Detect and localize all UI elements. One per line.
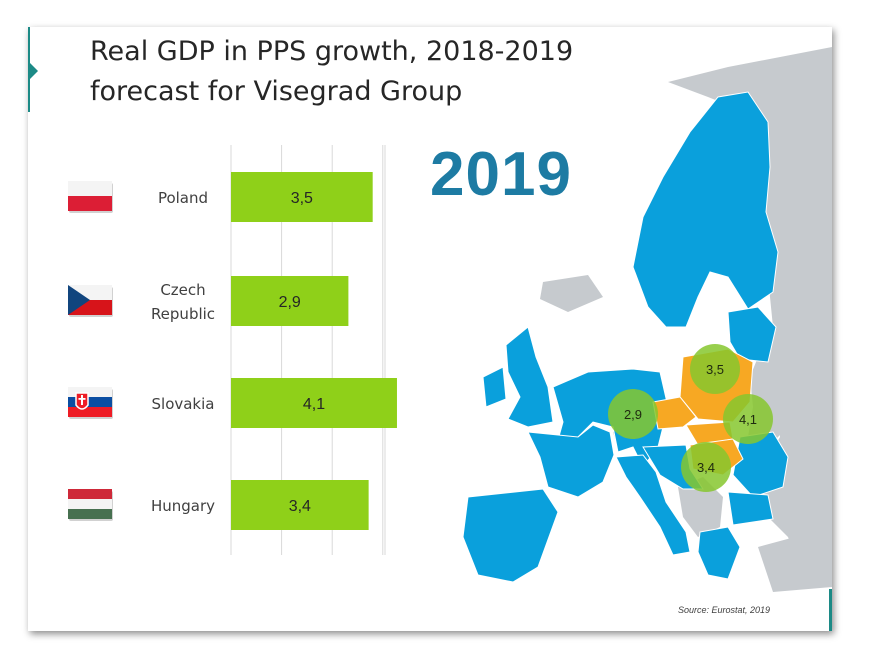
- chart-flags: [68, 181, 113, 521]
- source-note: Source: Eurostat, 2019: [678, 605, 771, 615]
- map-bubble: [681, 442, 731, 492]
- category-label: Poland: [158, 189, 208, 207]
- slide-title: Real GDP in PPS growth, 2018-2019 foreca…: [90, 32, 650, 112]
- land-czechia: [652, 396, 697, 430]
- land-uk: [505, 326, 554, 428]
- map-bubble-label: 3,5: [706, 362, 724, 377]
- bar-value-label: 2,9: [279, 294, 301, 311]
- land-romania: [732, 431, 789, 498]
- bar-value-label: 3,4: [289, 498, 311, 515]
- land-greece: [697, 526, 741, 580]
- land-france: [527, 424, 615, 498]
- slide: Real GDP in PPS growth, 2018-2019 foreca…: [28, 27, 832, 631]
- land-russia-east: [728, 47, 832, 587]
- land-italy: [615, 454, 691, 556]
- category-label: Hungary: [151, 497, 215, 515]
- category-label: Slovakia: [152, 395, 215, 413]
- chart-bars: [231, 172, 397, 530]
- land-scandinavia: [632, 91, 779, 328]
- chart-categories: Poland Czech Republic Slovakia Hungary: [151, 189, 215, 515]
- title-line-1: Real GDP in PPS growth, 2018-2019: [90, 36, 574, 67]
- accent-line-bottom: [829, 589, 832, 631]
- map-bubble-label: 3,4: [697, 460, 715, 475]
- map-bubble: [723, 394, 773, 444]
- bar-value-label: 4,1: [303, 396, 325, 413]
- bar: [231, 378, 397, 428]
- title-line-2: forecast for Visegrad Group: [90, 76, 463, 107]
- hungary-flag-icon: [68, 489, 113, 521]
- land-balkans-non-eu: [678, 477, 723, 537]
- eu-land: [462, 91, 789, 583]
- map-bubble-label: 4,1: [739, 412, 757, 427]
- land-iberia: [462, 488, 559, 583]
- land-turkey: [758, 527, 832, 592]
- chart-value-labels: 3,5 2,9 4,1 3,4: [279, 190, 326, 515]
- land-iceland: [540, 275, 603, 312]
- land-baltic-states: [727, 306, 777, 363]
- poland-flag-icon: [68, 181, 113, 213]
- europe-map: 3,5 2,9 4,1 3,4: [462, 47, 832, 592]
- gdp-bar-chart: Poland Czech Republic Slovakia Hungary 3,5 2,…: [68, 145, 397, 555]
- map-bubble-label: 2,9: [624, 407, 642, 422]
- slovakia-flag-icon: [68, 387, 113, 419]
- accent-arrow-icon: [29, 62, 38, 80]
- year-label: 2019: [430, 140, 572, 209]
- non-eu-land: [540, 47, 832, 592]
- land-ireland: [482, 366, 507, 408]
- bar: [231, 172, 373, 222]
- map-bubble: [608, 389, 658, 439]
- map-bubble: [690, 344, 740, 394]
- bar: [231, 480, 369, 530]
- land-bulgaria: [727, 491, 774, 526]
- czech-flag-icon: [68, 285, 113, 317]
- bar: [231, 276, 349, 326]
- bar-value-label: 3,5: [291, 190, 313, 207]
- category-label: Czech Republic: [151, 281, 215, 323]
- map-bubbles: 3,5 2,9 4,1 3,4: [608, 344, 773, 492]
